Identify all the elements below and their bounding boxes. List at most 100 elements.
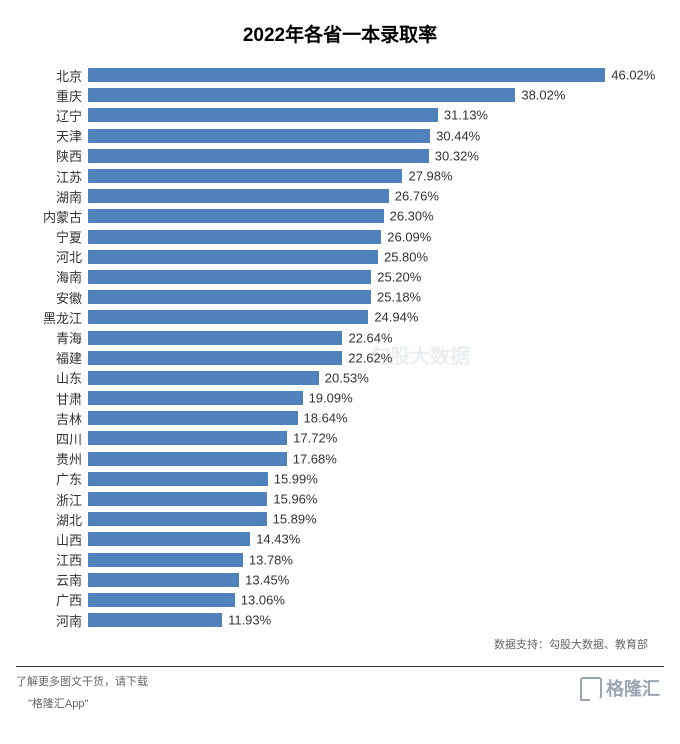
bar-value: 22.64% xyxy=(348,330,392,345)
footer-line1: 了解更多图文干货，请下载 xyxy=(16,673,664,689)
bar-label: 吉林 xyxy=(30,409,88,428)
bar-row: 重庆38.02% xyxy=(30,85,650,105)
bar-row: 四川17.72% xyxy=(30,428,650,448)
bar-value: 24.94% xyxy=(374,310,418,325)
bar-label: 湖南 xyxy=(30,187,88,206)
bar-label: 云南 xyxy=(30,570,88,589)
bar-track: 18.64% xyxy=(88,411,650,425)
bar-fill xyxy=(88,108,438,122)
footer: 了解更多图文干货，请下载 "格隆汇App" 格隆汇 xyxy=(16,666,664,712)
bar-value: 14.43% xyxy=(256,532,300,547)
bar-row: 河南 11.93% xyxy=(30,610,650,630)
bar-fill xyxy=(88,88,515,102)
bar-fill xyxy=(88,250,378,264)
bar-track: 38.02% xyxy=(88,88,650,102)
bar-value: 30.44% xyxy=(436,128,480,143)
bar-fill xyxy=(88,532,250,546)
bar-value: 30.32% xyxy=(435,148,479,163)
bar-track: 30.32% xyxy=(88,149,650,163)
bar-fill xyxy=(88,230,381,244)
bar-value: 31.13% xyxy=(444,108,488,123)
bar-track: 13.78% xyxy=(88,553,650,567)
bar-value: 22.62% xyxy=(348,350,392,365)
bar-row: 海南25.20% xyxy=(30,267,650,287)
bar-track: 26.09% xyxy=(88,230,650,244)
bar-row: 内蒙古26.30% xyxy=(30,206,650,226)
bar-track: 13.45% xyxy=(88,573,650,587)
bar-fill xyxy=(88,129,430,143)
bar-label: 山西 xyxy=(30,530,88,549)
bar-fill xyxy=(88,452,287,466)
bar-value: 25.80% xyxy=(384,249,428,264)
bar-track: 24.94% xyxy=(88,310,650,324)
bar-track: 22.64% xyxy=(88,331,650,345)
bar-fill xyxy=(88,290,371,304)
bar-row: 湖北15.89% xyxy=(30,509,650,529)
bar-row: 黑龙江 24.94% xyxy=(30,307,650,327)
bar-label: 青海 xyxy=(30,328,88,347)
bar-row: 江苏27.98% xyxy=(30,166,650,186)
bar-value: 15.99% xyxy=(274,471,318,486)
chart-title: 2022年各省一本录取率 xyxy=(30,20,650,47)
bar-value: 11.93% xyxy=(228,613,271,628)
bar-value: 17.68% xyxy=(293,451,337,466)
footer-line2: "格隆汇App" xyxy=(16,695,664,711)
bar-fill xyxy=(88,149,429,163)
bar-track: 20.53% xyxy=(88,371,650,385)
bar-track: 17.72% xyxy=(88,431,650,445)
bar-fill xyxy=(88,553,243,567)
bar-fill xyxy=(88,68,605,82)
bar-row: 吉林18.64% xyxy=(30,408,650,428)
bar-fill xyxy=(88,512,267,526)
bar-row: 浙江 15.96% xyxy=(30,489,650,509)
bar-label: 甘肃 xyxy=(30,389,88,408)
bar-value: 46.02% xyxy=(611,68,655,83)
bar-label: 天津 xyxy=(30,126,88,145)
bar-row: 贵州 17.68% xyxy=(30,449,650,469)
bar-track: 25.20% xyxy=(88,270,650,284)
bar-fill xyxy=(88,351,342,365)
bar-row: 辽宁 31.13% xyxy=(30,105,650,125)
bar-track: 22.62% xyxy=(88,351,650,365)
bar-fill xyxy=(88,209,384,223)
bar-track: 15.99% xyxy=(88,472,650,486)
bar-track: 13.06% xyxy=(88,593,650,607)
bar-value: 20.53% xyxy=(325,370,369,385)
bar-row: 湖南 26.76% xyxy=(30,186,650,206)
bar-fill xyxy=(88,431,287,445)
bar-label: 黑龙江 xyxy=(30,308,88,327)
bar-row: 山东20.53% xyxy=(30,368,650,388)
chart-area: 2022年各省一本录取率 北京46.02%重庆38.02%辽宁31.13%天津3… xyxy=(0,0,680,660)
logo-g-icon xyxy=(580,677,602,699)
bar-row: 江西13.78% xyxy=(30,550,650,570)
bar-label: 广东 xyxy=(30,469,88,488)
bar-label: 贵州 xyxy=(30,449,88,468)
bar-row: 广西13.06% xyxy=(30,590,650,610)
bar-label: 辽宁 xyxy=(30,106,88,125)
bar-label: 湖北 xyxy=(30,510,88,529)
bar-value: 15.96% xyxy=(273,492,317,507)
bar-track: 25.18% xyxy=(88,290,650,304)
bar-row: 安徽25.18% xyxy=(30,287,650,307)
bar-row: 河北 25.80% xyxy=(30,247,650,267)
bar-track: 15.96% xyxy=(88,492,650,506)
bar-value: 25.20% xyxy=(377,269,421,284)
bar-track: 27.98% xyxy=(88,169,650,183)
bar-track: 14.43% xyxy=(88,532,650,546)
footer-logo: 格隆汇 xyxy=(580,675,660,701)
bar-row: 云南13.45% xyxy=(30,570,650,590)
bar-row: 广东 15.99% xyxy=(30,469,650,489)
bar-fill xyxy=(88,331,342,345)
bar-value: 13.78% xyxy=(249,552,293,567)
bar-row: 宁夏26.09% xyxy=(30,227,650,247)
bar-fill xyxy=(88,573,239,587)
bar-label: 福建 xyxy=(30,348,88,367)
bar-label: 河南 xyxy=(30,611,88,630)
bar-track: 46.02% xyxy=(88,68,650,82)
bar-label: 河北 xyxy=(30,247,88,266)
bar-track: 11.93% xyxy=(88,613,650,627)
bar-track: 31.13% xyxy=(88,108,650,122)
bar-label: 浙江 xyxy=(30,490,88,509)
bar-row: 陕西30.32% xyxy=(30,146,650,166)
bar-value: 26.76% xyxy=(395,189,439,204)
